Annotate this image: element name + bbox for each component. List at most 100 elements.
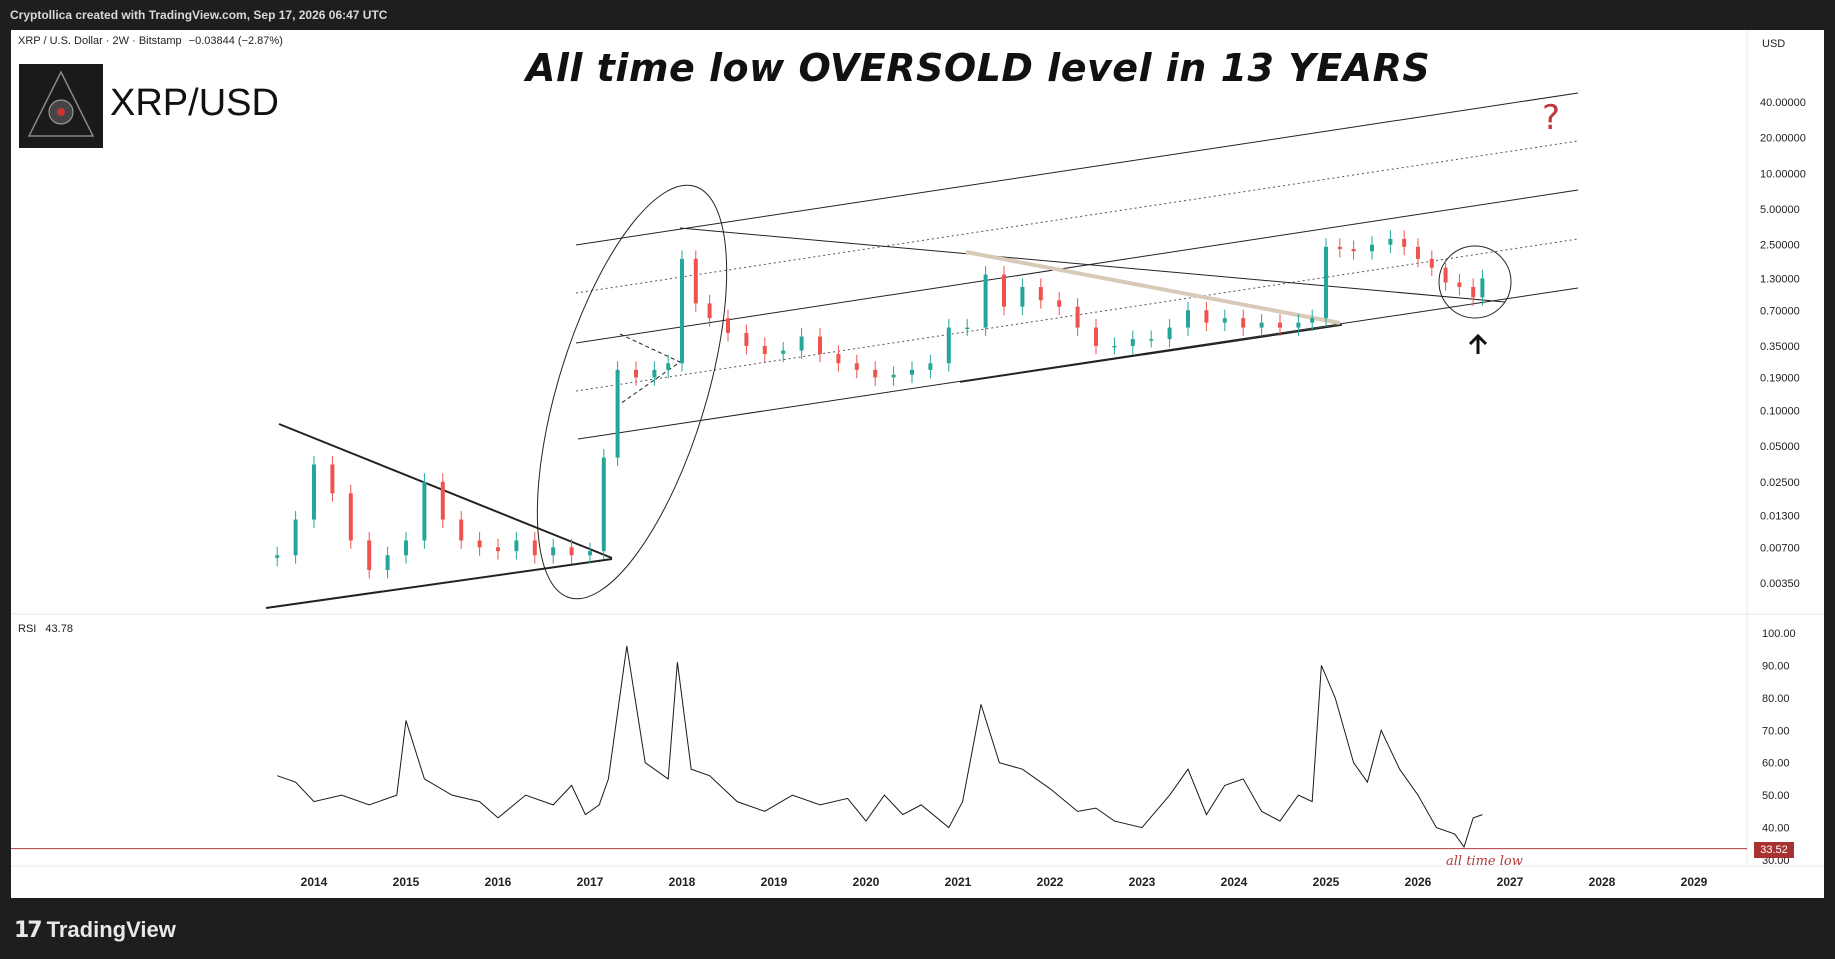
price-tick-label: 0.19000 — [1760, 372, 1800, 384]
candle-body — [1222, 318, 1227, 323]
candle-body — [1075, 306, 1080, 328]
candle-body — [496, 547, 500, 552]
rsi-level-badge: 33.52 — [1754, 842, 1794, 858]
headline: All time low OVERSOLD level in 13 YEARS — [526, 46, 1431, 90]
candle-body — [1278, 322, 1282, 328]
candle-body — [1388, 238, 1393, 245]
candle-body — [1259, 322, 1264, 328]
x-tick-label: 2016 — [485, 875, 512, 889]
x-tick-label: 2027 — [1497, 875, 1524, 889]
candle-body — [1038, 286, 1043, 301]
candle-body — [1324, 246, 1328, 319]
candle-body — [1167, 327, 1172, 340]
tradingview-logo-icon: 𝟭7 — [14, 917, 43, 943]
candle-body — [551, 547, 556, 556]
x-tick-label: 2018 — [669, 875, 696, 889]
rsi-label: RSI 43.78 — [18, 623, 73, 635]
credit-bar: Cryptollica created with TradingView.com… — [0, 0, 1835, 30]
candle-body — [615, 369, 620, 458]
candle-body — [1429, 258, 1434, 268]
candle-body — [854, 363, 859, 370]
x-tick-label: 2028 — [1589, 875, 1616, 889]
candle-body — [928, 363, 933, 370]
rsi-tick-label: 70.00 — [1762, 725, 1790, 737]
channel-upper-line — [575, 92, 1579, 246]
candle-body — [818, 336, 822, 354]
candle-body — [348, 493, 353, 541]
candle-body — [1337, 246, 1342, 250]
x-tick-label: 2019 — [761, 875, 788, 889]
rsi-value: 43.78 — [45, 623, 73, 635]
price-tick-label: 0.05000 — [1760, 441, 1800, 453]
x-tick-label: 2017 — [577, 875, 604, 889]
x-tick-label: 2015 — [393, 875, 420, 889]
candle-body — [1296, 322, 1301, 328]
rsi-line — [277, 645, 1483, 849]
change-label: −0.03844 (−2.87%) — [188, 35, 283, 47]
candle-body — [762, 345, 767, 354]
candle-body — [1186, 310, 1190, 328]
tradingview-logo[interactable]: 𝟭7 TradingView — [14, 917, 176, 943]
pennant-lines — [619, 333, 681, 405]
candle-body — [459, 519, 464, 541]
pair-label: XRP / U.S. Dollar · 2W · Bitstamp — [18, 35, 182, 47]
rsi-title: RSI — [18, 623, 37, 635]
consolidation-band — [965, 250, 1341, 325]
candle-body — [652, 369, 657, 378]
candle-body — [693, 258, 698, 304]
price-tick-label: 0.10000 — [1760, 405, 1800, 417]
price-tick-label: 20.00000 — [1760, 133, 1806, 145]
price-tick-label: 0.00700 — [1760, 542, 1800, 554]
candle-body — [1457, 282, 1462, 287]
rsi-note: all time low — [1446, 854, 1523, 869]
candle-body — [293, 519, 298, 556]
candle-body — [873, 369, 878, 378]
price-tick-label: 0.01300 — [1760, 510, 1800, 522]
candle-body — [910, 369, 914, 375]
candle-body — [965, 327, 970, 330]
breakout-ellipse — [536, 184, 728, 600]
arrow-up-icon — [1466, 332, 1490, 356]
candle-body — [330, 464, 335, 494]
x-tick-label: 2021 — [945, 875, 972, 889]
rsi-tick-label: 30.00 — [1762, 855, 1790, 867]
candle-body — [385, 555, 390, 571]
candle-body — [1094, 327, 1098, 346]
chart-frame — [11, 30, 1824, 898]
x-tick-label: 2026 — [1405, 875, 1432, 889]
candle-body — [514, 540, 519, 552]
currency-label: USD — [1762, 38, 1786, 50]
price-tick-label: 5.00000 — [1760, 204, 1800, 216]
candle-body — [1112, 345, 1117, 348]
candle-body — [707, 303, 712, 319]
candle-body — [634, 369, 638, 378]
candle-body — [781, 350, 786, 354]
descending-trendline — [679, 227, 1506, 303]
candle-body — [1443, 267, 1448, 283]
candle-body — [601, 457, 606, 552]
price-tick-label: 1.30000 — [1760, 273, 1800, 285]
candle-body — [1480, 278, 1485, 298]
candle-body — [983, 274, 988, 328]
price-tick-label: 0.70000 — [1760, 305, 1800, 317]
candle-body — [312, 464, 316, 520]
candle-body — [744, 332, 749, 346]
candle-body — [1149, 339, 1154, 341]
candle-body — [367, 540, 372, 571]
arrow-glyph — [1468, 333, 1488, 354]
candle-body — [680, 258, 684, 364]
triangle-lower-line — [265, 558, 613, 609]
price-tick-label: 10.00000 — [1760, 168, 1806, 180]
candle-body — [275, 555, 280, 558]
price-tick-label: 2.50000 — [1760, 240, 1800, 252]
cryptollica-logo-icon — [19, 64, 103, 148]
channel-dotted-line-1 — [575, 140, 1579, 294]
price-tick-label: 0.00350 — [1760, 578, 1800, 590]
candle-body — [726, 318, 730, 333]
channel-lower-line — [577, 287, 1579, 440]
candle-body — [1310, 318, 1315, 323]
question-mark: ? — [1542, 98, 1561, 138]
x-tick-label: 2024 — [1221, 875, 1248, 889]
candle-body — [1002, 274, 1006, 307]
